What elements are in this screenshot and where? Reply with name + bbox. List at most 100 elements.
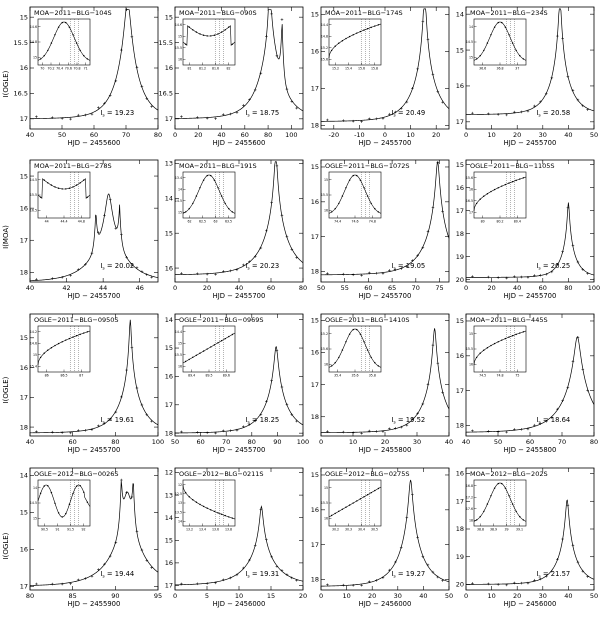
inset-data-point	[184, 491, 187, 494]
inset-data-point	[363, 187, 365, 189]
data-point	[280, 385, 284, 389]
data-point	[576, 98, 580, 102]
inset-data-point	[72, 492, 74, 495]
inset-x-tick-label: 80	[481, 220, 485, 224]
data-point	[436, 161, 440, 164]
y-tick-label: 18	[311, 413, 319, 421]
data-point	[571, 544, 575, 547]
data-point	[135, 266, 139, 269]
x-tick-label: 30	[539, 131, 547, 139]
data-point	[275, 54, 279, 58]
data-point	[576, 560, 580, 564]
inset-data-point	[50, 491, 53, 494]
data-point	[394, 560, 397, 564]
y-tick-label: 17	[165, 115, 173, 123]
inset-data-point	[224, 514, 226, 517]
inset-panel: 30.2 30.3 30.4 30.5 15 15.5 16	[321, 479, 382, 532]
inset-x-tick-label: 74.8	[496, 374, 503, 378]
inset-data-point	[504, 337, 507, 340]
data-point	[520, 275, 523, 279]
y-tick-label: 18	[456, 230, 464, 238]
inset-x-tick-label: 44.4	[60, 220, 67, 224]
inset-frame	[473, 18, 527, 66]
inset-data-point	[501, 21, 503, 24]
inset-data-point	[43, 55, 45, 57]
panels: 40 50 60 70 801515.51616.517MOA−2011−BLG−104…	[14, 6, 600, 608]
panel-5: 40 42 44 46 15 16 17 18 MOA−2011−BLG−278S Is = 20…	[20, 159, 159, 300]
x-axis-label: HJD − 2455700	[504, 139, 557, 147]
data-point	[180, 272, 183, 275]
inset-x-tick-label: 44.8	[78, 220, 85, 224]
plot-frame	[29, 159, 159, 283]
inset-data-point	[475, 519, 478, 521]
inset-data-point	[72, 336, 74, 338]
inset-model-curve	[37, 484, 91, 518]
y-tick-label: 16	[20, 204, 28, 212]
y-tick-label: 15	[456, 317, 464, 325]
inset-data-point	[511, 181, 514, 183]
data-point	[539, 273, 542, 277]
data-point	[50, 116, 54, 119]
inset-y-tick-label: 15.5	[175, 353, 182, 357]
inset-y-tick-label: 15.5	[321, 193, 328, 197]
inset-data-point	[65, 339, 67, 341]
inset-data-point	[490, 190, 492, 193]
inset-x-tick-label: 30.3	[345, 528, 352, 532]
x-axis-label: HJD − 2455700	[68, 446, 121, 454]
y-tick-label: 15	[165, 13, 173, 21]
data-point	[145, 413, 149, 417]
data-point	[586, 272, 589, 275]
data-point	[441, 579, 444, 582]
panel-title: OGLE−2011−BLG−1105S	[470, 162, 555, 170]
panel-title: OGLE−2012−BLG−0026S	[34, 470, 119, 478]
panel-4: 0 10 20 30 40 50 14 15 16 17 MOA−2011−BLG−234S Is =…	[456, 6, 598, 147]
inset-data-point	[75, 42, 78, 44]
data-point	[221, 429, 225, 433]
data-point	[229, 429, 232, 433]
inset-x-tick-label: 30.4	[358, 528, 365, 532]
y-tick-label: 15	[20, 334, 28, 342]
x-tick-label: 15	[267, 592, 275, 600]
panel-title: OGLE−2011−BLG−0969S	[179, 316, 264, 324]
inset-data-point	[79, 485, 81, 487]
y-tick-label: 19	[456, 253, 464, 261]
inset-data-point	[522, 177, 525, 179]
inset-x-tick-label: 74.8	[369, 220, 376, 224]
inset-data-point	[79, 49, 81, 52]
inset-data-point	[188, 26, 190, 28]
x-tick-label: 50	[494, 438, 502, 446]
y-tick-label: 18	[311, 122, 319, 130]
data-point	[561, 537, 564, 541]
data-point	[285, 403, 289, 406]
inset-data-point	[374, 489, 376, 492]
x-tick-label: 80	[26, 592, 34, 600]
inset-data-point	[511, 335, 514, 337]
row-ylabels: I(OGLE) I(MOA) I(OGLE) I(OGLE)	[2, 70, 10, 559]
plot-frame	[465, 159, 595, 283]
data-point	[360, 274, 363, 277]
inset-data-point	[519, 55, 521, 57]
x-tick-label: 80	[264, 131, 272, 139]
y-tick-label: 17	[311, 85, 319, 93]
data-point	[235, 573, 239, 577]
row-ylabel-3: I(OGLE)	[2, 376, 10, 403]
data-point	[566, 75, 570, 79]
data-point	[550, 569, 554, 573]
inset-data-point	[210, 346, 212, 348]
data-point	[351, 584, 355, 587]
inset-panel: 74.4 74.6 74.8 15 15.5 16	[321, 171, 382, 224]
inset-data-point	[377, 365, 380, 367]
data-point	[270, 555, 273, 559]
panel-title: MOA−2011−BLG−174S	[325, 9, 403, 17]
data-point	[571, 360, 575, 363]
data-point	[360, 120, 363, 123]
data-point	[431, 73, 435, 76]
inset-x-tick-label: 81.2	[199, 67, 206, 71]
data-point	[586, 388, 589, 392]
inset-x-tick-label: 74.5	[479, 374, 486, 378]
x-tick-label: 0	[173, 131, 177, 139]
plot-frame	[29, 467, 159, 591]
panel-11: 0 10 20 30 40 15 16 17 18 OGLE−2011−BLG−1410S Is =…	[311, 313, 453, 454]
x-tick-label: 60	[69, 438, 77, 446]
data-point	[539, 100, 542, 104]
